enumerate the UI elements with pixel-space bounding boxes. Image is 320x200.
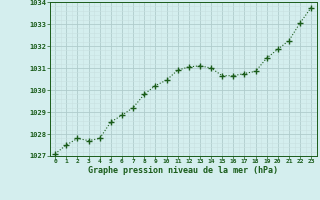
X-axis label: Graphe pression niveau de la mer (hPa): Graphe pression niveau de la mer (hPa) bbox=[88, 166, 278, 175]
